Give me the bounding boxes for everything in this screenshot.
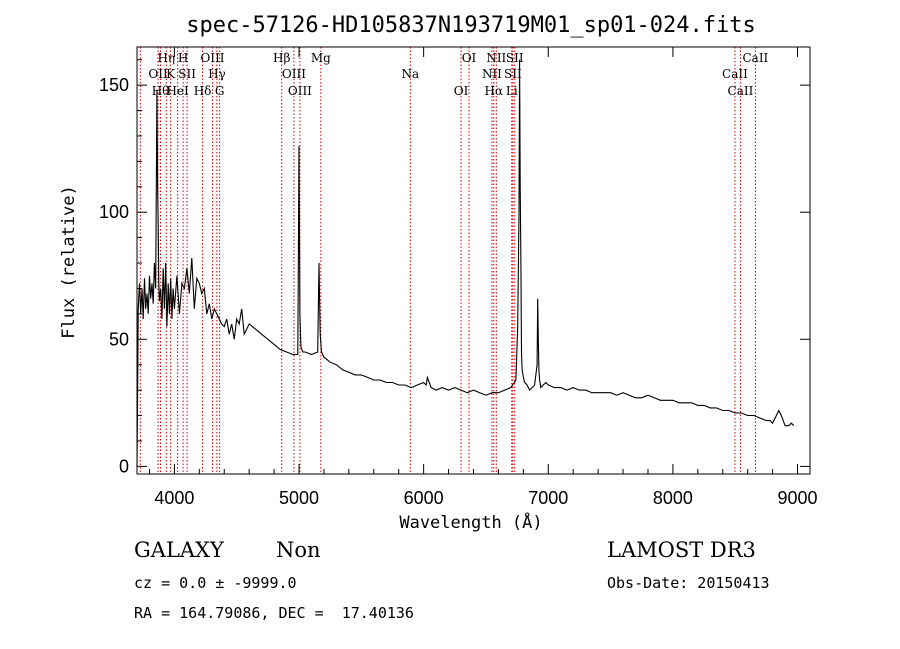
emission-line-label: SII [178,67,196,81]
emission-line-label: CaII [728,84,754,98]
y-axis-label: Flux (relative) [59,185,79,339]
emission-line-label: OII [148,67,168,81]
emission-line-label: Hδ [194,84,212,98]
emission-line-label: Mg [311,51,331,65]
x-tick-label: 9000 [778,488,818,508]
object-subclass: Non [276,538,321,562]
y-tick-label: 150 [99,75,129,95]
y-tick-label: 0 [119,456,129,476]
emission-line-label: HeI [166,84,189,98]
emission-line-label: NII [482,67,502,81]
survey-name: LAMOST DR3 [607,538,756,562]
y-axis-ticks: 0 50 100 150 [99,59,810,476]
emission-line-markers [139,47,756,474]
emission-line-label: OIII [200,51,224,65]
x-axis-ticks: 4000 5000 6000 7000 8000 9000 [148,47,818,508]
ra-dec: RA = 164.79086, DEC = 17.40136 [134,604,414,622]
emission-line-label: OI [454,84,469,98]
x-tick-label: 7000 [528,488,568,508]
emission-line-label: SII [504,67,522,81]
emission-line-label: CaII [722,67,748,81]
emission-line-label: OI [462,51,477,65]
emission-line-label: K [166,67,176,81]
emission-line-label: NII [486,51,506,65]
object-class: GALAXY [134,538,224,562]
x-tick-label: 5000 [279,488,319,508]
y-tick-label: 50 [109,329,129,349]
emission-line-label: OIII [282,67,306,81]
spectrum-chart: spec-57126-HD105837N193719M01_sp01-024.f… [59,13,818,533]
x-axis-label: Wavelength (Å) [399,511,542,533]
emission-line-label: Hγ [208,67,226,81]
x-tick-label: 6000 [404,488,444,508]
emission-line-label: OIII [288,84,312,98]
plot-frame [136,46,811,475]
emission-line-label: Li [506,84,518,98]
emission-line-label: Na [401,67,419,81]
x-tick-label: 4000 [154,488,194,508]
emission-line-label: H [178,51,188,65]
emission-line-label: Hβ [273,51,290,65]
spectrum-line [136,59,795,467]
emission-line-label: Hη [157,51,175,65]
emission-line-label: Hθ [152,84,170,98]
obs-date: Obs-Date: 20150413 [607,574,770,592]
chart-title: spec-57126-HD105837N193719M01_sp01-024.f… [186,13,756,38]
emission-line-label: Hα [485,84,504,98]
emission-line-label: CaII [742,51,768,65]
emission-line-labels: OII Hθ Hη K HeI H SII Hδ OIII Hγ G Hβ OIII OIII Mg Na OI… [148,51,768,98]
x-tick-label: 8000 [653,488,693,508]
emission-line-label: SII [506,51,524,65]
redshift-cz: cz = 0.0 ± -9999.0 [134,574,297,592]
y-tick-label: 100 [99,202,129,222]
emission-line-label: G [215,84,225,98]
